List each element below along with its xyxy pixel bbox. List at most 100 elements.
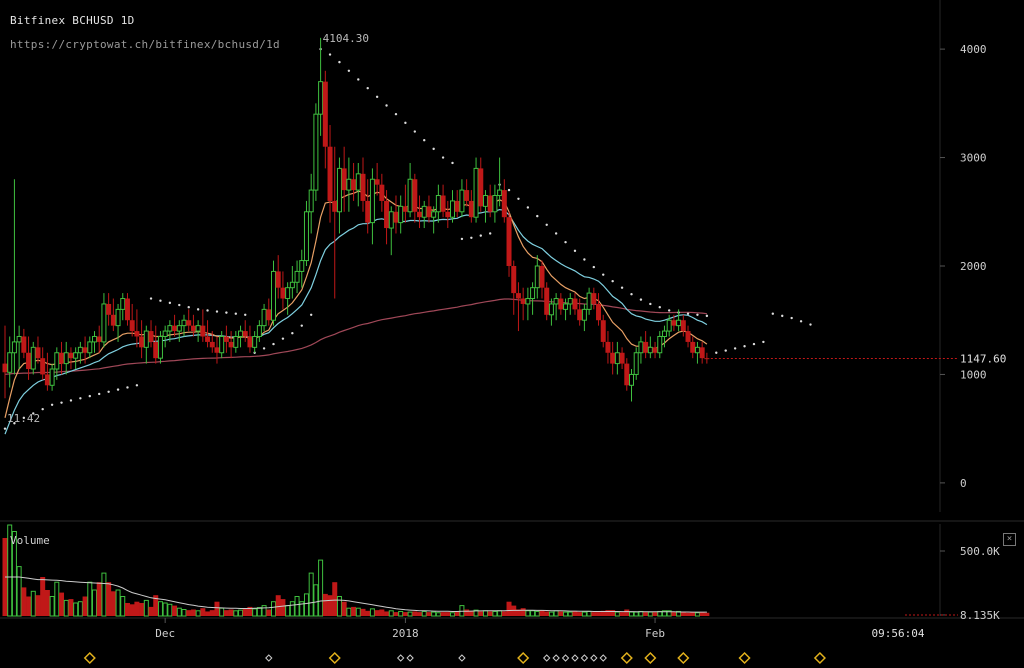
candle-body [167, 325, 173, 332]
event-marker-icon[interactable] [328, 651, 341, 665]
volume-bar [120, 596, 126, 617]
volume-bar [87, 581, 93, 617]
psar-dot [50, 403, 54, 407]
volume-bar [605, 610, 611, 616]
time-tick-label: Dec [155, 627, 175, 640]
candle-body [704, 358, 710, 360]
event-marker-icon[interactable] [620, 651, 633, 665]
psar-dot [159, 299, 162, 302]
chart-url[interactable]: https://cryptowat.ch/bitfinex/bchusd/1d [10, 38, 280, 51]
event-marker-icon[interactable] [580, 654, 589, 662]
event-marker-icon[interactable] [677, 651, 690, 665]
psar-dot [272, 342, 275, 346]
candle-body [73, 352, 79, 359]
volume-bar [445, 612, 451, 616]
volume-bar [402, 612, 408, 616]
volume-bar [186, 610, 192, 616]
volume-bar [308, 572, 314, 617]
psar-dot [762, 340, 765, 344]
candle-body [35, 347, 41, 359]
psar-dot [244, 313, 247, 316]
volume-bar [190, 609, 196, 616]
last-price: 1147.60 [710, 352, 1006, 365]
candle-body [558, 298, 564, 310]
volume-bar [478, 611, 484, 616]
candle-body [515, 293, 521, 299]
candle-body [148, 331, 154, 342]
volume-bar [369, 608, 375, 617]
psar-dot [357, 78, 360, 81]
volume-bar [26, 596, 32, 616]
event-marker-icon[interactable] [543, 654, 551, 662]
candle-body [605, 341, 611, 353]
volume-bar [374, 610, 380, 616]
price-tick-label: 4000 [960, 43, 987, 56]
candle-body [327, 146, 333, 201]
event-markers[interactable] [83, 651, 826, 665]
volume-bar [680, 612, 686, 616]
event-marker-icon[interactable] [406, 654, 414, 662]
volume-bar [110, 591, 116, 616]
candle-body [2, 363, 8, 373]
volume-bar [525, 610, 531, 617]
candle-body [402, 206, 408, 212]
candle-body [252, 335, 258, 348]
candle-body [101, 303, 107, 343]
volume-bar [652, 612, 658, 616]
candle-body [464, 190, 470, 201]
volume-bar [96, 582, 102, 616]
psar-dot [479, 234, 482, 237]
volume-bar [676, 610, 682, 617]
candle-body [256, 325, 262, 337]
psar-dot [385, 104, 388, 107]
price-tick-label: 1000 [960, 368, 987, 381]
candle-body [539, 266, 545, 288]
psar-dot [488, 232, 492, 235]
candle-body [454, 200, 460, 212]
event-marker-icon[interactable] [517, 651, 530, 665]
event-marker-icon[interactable] [396, 654, 405, 662]
psar-dot [705, 314, 709, 318]
event-marker-icon[interactable] [552, 654, 560, 662]
volume-bar [497, 610, 503, 617]
volume-bar [431, 611, 437, 617]
candle-body [153, 341, 159, 359]
event-marker-icon[interactable] [83, 651, 96, 665]
candle-body [478, 168, 484, 207]
volume-bar [124, 603, 130, 616]
volume-bar [223, 610, 229, 616]
volume-bar [690, 612, 696, 616]
volume-bar [558, 611, 564, 616]
event-marker-icon[interactable] [590, 654, 598, 662]
close-icon[interactable]: × [1003, 533, 1016, 546]
event-marker-icon[interactable] [813, 651, 826, 665]
volume-bar [30, 590, 36, 617]
volume-bar [577, 612, 583, 616]
psar-dot [413, 130, 417, 133]
event-marker-icon[interactable] [265, 654, 273, 662]
psar-dot [602, 273, 605, 276]
price-annotation: 11.42 [7, 412, 40, 425]
event-marker-icon[interactable] [458, 654, 466, 662]
volume-bar [11, 531, 17, 617]
volume-bar [464, 609, 470, 616]
event-marker-icon[interactable] [644, 651, 657, 665]
psar-dot [291, 332, 294, 335]
event-marker-icon[interactable] [738, 651, 751, 665]
candle-body [544, 287, 550, 315]
candle-body [162, 330, 168, 337]
event-marker-icon[interactable] [561, 654, 570, 662]
candle-body [369, 178, 375, 224]
volume-bar [285, 605, 291, 617]
candle-body [271, 270, 276, 321]
event-marker-icon[interactable] [599, 654, 607, 662]
candle-body [313, 113, 319, 191]
psar-dot [554, 232, 558, 235]
candle-body [129, 320, 135, 332]
event-marker-icon[interactable] [571, 654, 579, 662]
psar-dot [611, 279, 614, 283]
volume-bar [35, 595, 41, 616]
volume-bar [148, 606, 154, 616]
candle-body [176, 325, 182, 332]
